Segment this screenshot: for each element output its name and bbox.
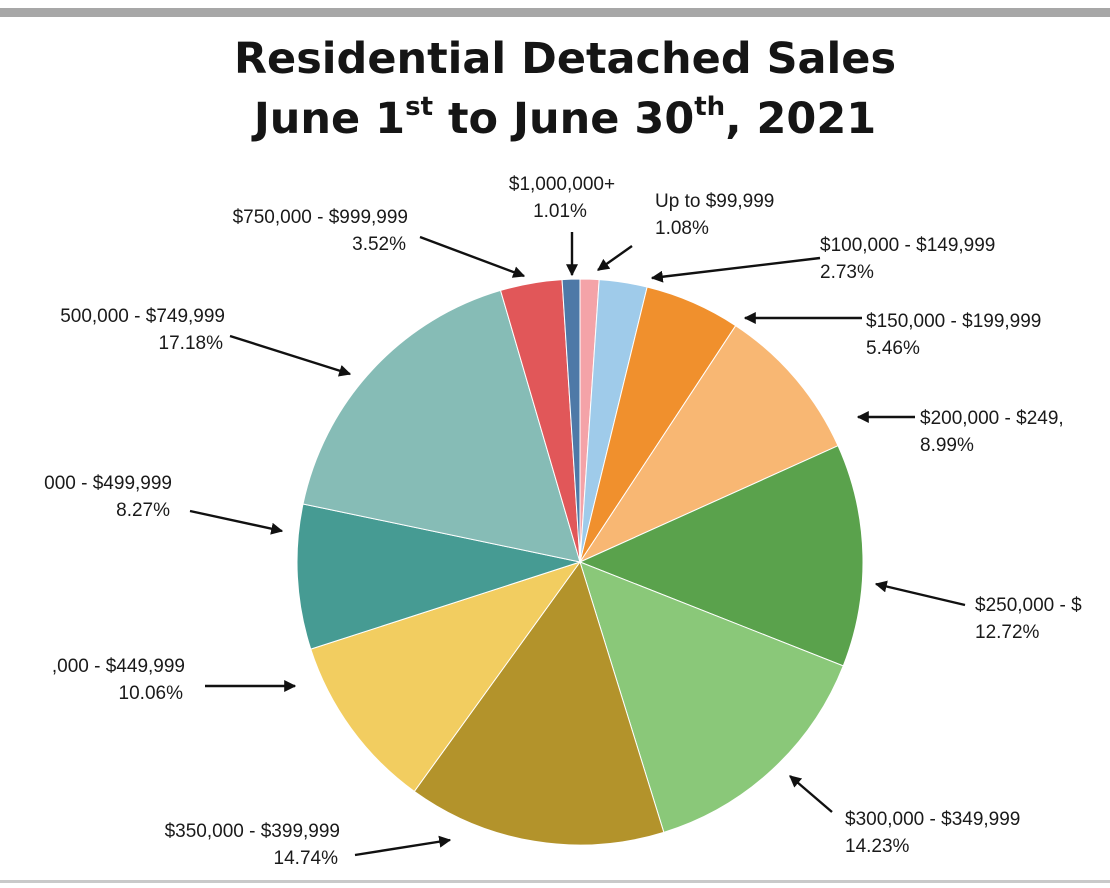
slice-range-label-up-to-99-999: Up to $99,999	[655, 191, 774, 212]
pie-slice-6	[579, 561, 844, 833]
slice-range-label-200-000-249: $200,000 - $249,	[920, 408, 1064, 429]
slice-percent-label-6: 14.23%	[845, 836, 910, 857]
slice-range-label-150-000-199-999: $150,000 - $199,999	[866, 311, 1041, 332]
slice-arrow-5	[874, 580, 966, 607]
subtitle-part-a: June 1	[253, 94, 406, 144]
pie-slice-7	[413, 560, 665, 846]
slice-percent-label-1: 1.08%	[655, 218, 709, 239]
pie-slice-8	[310, 561, 582, 793]
slice-percent-label-12: 1.01%	[533, 201, 587, 222]
slice-arrow-7	[354, 835, 452, 857]
slice-arrow-9	[189, 509, 284, 535]
slice-range-label-500-000-749-999: 500,000 - $749,999	[60, 306, 225, 327]
slice-arrow-2	[650, 256, 821, 283]
subtitle-sup-a: st	[405, 92, 433, 122]
chart-title: Residential Detached Sales	[233, 34, 897, 84]
slice-arrow-11	[419, 235, 526, 278]
slice-range-label-000-499-999: 000 - $499,999	[44, 473, 172, 494]
subtitle-part-c: , 2021	[725, 94, 877, 144]
subtitle-part-b: to June 30	[433, 94, 695, 144]
slice-percent-label-3: 5.46%	[866, 338, 920, 359]
slice-arrow-6	[789, 775, 833, 813]
pie-slice-12	[561, 278, 581, 563]
slice-range-label-1-000-000: $1,000,000+	[509, 174, 615, 195]
pie-slice-10	[302, 289, 581, 563]
subtitle-sup-b: th	[694, 92, 726, 122]
slice-percent-label-9: 8.27%	[116, 500, 170, 521]
slice-labels: Up to $99,999 1.08% $100,000 - $149,999 2.7…	[44, 174, 1082, 869]
slice-percent-label-11: 3.52%	[352, 234, 406, 255]
slice-range-label-250-000: $250,000 - $	[975, 595, 1082, 616]
label-arrows	[189, 232, 966, 857]
slice-range-label-100-000-149-999: $100,000 - $149,999	[820, 235, 995, 256]
slice-arrow-10	[229, 334, 352, 377]
bottom-rule	[0, 880, 1110, 883]
chart-subtitle: June 1st to June 30th, 2021	[0, 94, 1110, 144]
slice-percent-label-2: 2.73%	[820, 262, 874, 283]
slice-percent-label-4: 8.99%	[920, 435, 974, 456]
slice-percent-label-7: 14.74%	[274, 848, 339, 869]
pie-slice-4	[578, 324, 839, 564]
slice-range-label-750-000-999-999: $750,000 - $999,999	[233, 207, 408, 228]
slice-percent-label-10: 17.18%	[159, 333, 224, 354]
slice-range-label-350-000-399-999: $350,000 - $399,999	[165, 821, 340, 842]
slice-percent-label-8: 10.06%	[119, 683, 184, 704]
slice-range-label-000-449-999: ,000 - $449,999	[52, 656, 185, 677]
pie-slice-9	[296, 503, 582, 650]
slice-arrow-1	[597, 245, 633, 271]
pie-slice-5	[578, 445, 864, 667]
pie-slices	[296, 278, 864, 846]
top-rule	[0, 8, 1110, 17]
slice-percent-label-5: 12.72%	[975, 622, 1040, 643]
slice-range-label-300-000-349-999: $300,000 - $349,999	[845, 809, 1020, 830]
